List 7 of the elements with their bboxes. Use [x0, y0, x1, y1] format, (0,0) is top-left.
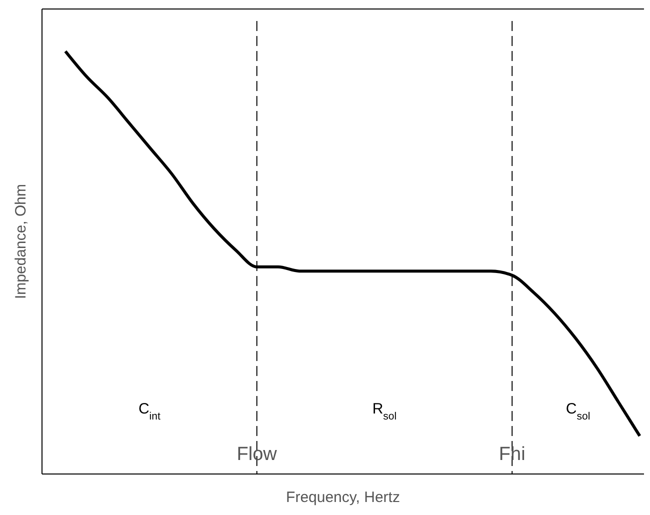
annotation: R$_{sol}$ [372, 400, 397, 423]
annotation: C$_{int}$ [138, 400, 160, 423]
y-axis-title: Impedance, Ohm [12, 184, 30, 300]
annotation: Flow [236, 444, 278, 465]
x-axis-title: Frequency, Hertz [286, 489, 400, 506]
annotation: C$_{sol}$ [566, 400, 590, 423]
annotation: Fhi [498, 444, 526, 465]
